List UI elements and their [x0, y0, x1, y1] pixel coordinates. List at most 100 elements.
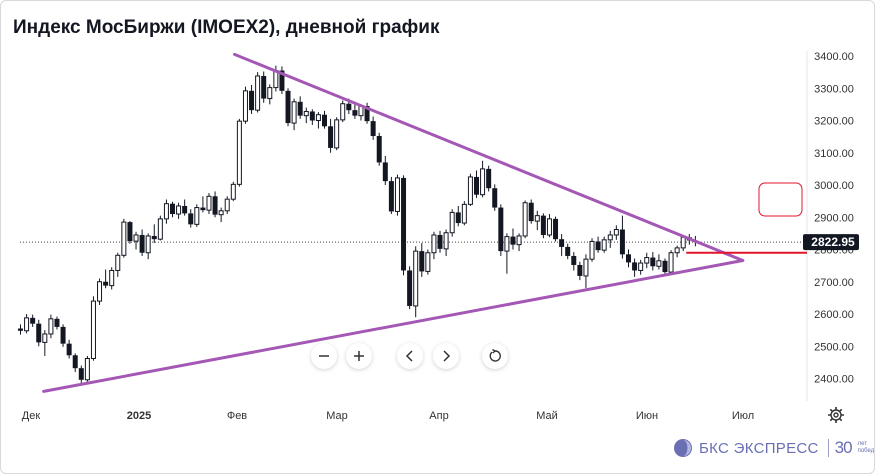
candle — [522, 200, 528, 239]
candle — [644, 252, 650, 269]
candle — [157, 215, 163, 241]
candle — [267, 84, 273, 105]
candle — [30, 314, 36, 327]
candle — [139, 229, 145, 256]
x-tick-label: Май — [536, 410, 558, 422]
candle — [303, 107, 309, 124]
candle — [285, 88, 291, 127]
candle — [419, 243, 425, 277]
candle — [486, 165, 492, 192]
candle — [236, 118, 242, 187]
candle — [206, 193, 212, 215]
y-tick-label: 3400.00 — [814, 51, 854, 63]
candle — [370, 116, 376, 140]
candle — [467, 173, 473, 206]
candle — [504, 233, 510, 274]
candle — [212, 191, 218, 218]
candle — [249, 85, 255, 115]
chart-title: Индекс МосБиржи (IMOEX2), дневной график — [13, 17, 440, 38]
candle — [510, 228, 516, 250]
candle — [315, 112, 321, 129]
reset-button[interactable] — [482, 343, 508, 369]
candle — [151, 224, 157, 244]
brand-logo: БКС ЭКСПРЕСС 30 лет побед — [673, 438, 874, 458]
candle — [334, 117, 340, 151]
candle — [127, 221, 133, 244]
candle — [176, 202, 182, 219]
candle — [425, 249, 431, 275]
candle — [66, 339, 72, 359]
candle — [328, 118, 334, 153]
trendline[interactable] — [42, 258, 745, 393]
y-tick-label: 2900.00 — [814, 212, 854, 224]
plus-icon — [354, 351, 364, 361]
candle — [78, 365, 84, 384]
candle — [595, 236, 601, 253]
candle — [242, 86, 248, 124]
x-tick-label: Июл — [732, 410, 754, 422]
zoom-out-button[interactable] — [311, 343, 337, 369]
candle — [638, 259, 644, 275]
candle — [492, 184, 498, 211]
y-tick-label: 3300.00 — [814, 83, 854, 95]
candle — [109, 267, 115, 290]
candle — [340, 100, 346, 123]
candle — [170, 201, 175, 218]
candle — [255, 72, 261, 113]
candle — [84, 355, 90, 382]
candle — [540, 213, 546, 239]
chevron-left-icon — [405, 350, 413, 362]
candle — [24, 314, 30, 334]
candle — [60, 324, 66, 347]
scroll-left-button[interactable] — [397, 343, 423, 369]
candle — [121, 218, 127, 258]
candle — [72, 353, 78, 373]
brand-separator — [827, 439, 829, 457]
annotation-box[interactable] — [758, 182, 803, 217]
candle — [291, 98, 297, 131]
candle — [613, 225, 619, 240]
x-tick-label: Апр — [429, 410, 448, 422]
candle — [437, 230, 443, 253]
bks-logo-icon — [674, 439, 692, 457]
gear-icon[interactable] — [827, 406, 845, 424]
candle — [230, 181, 236, 202]
x-tick-label: 2025 — [127, 410, 151, 422]
x-tick-label: Фев — [227, 410, 247, 422]
anniversary-number: 30 — [834, 438, 853, 457]
candle — [461, 201, 467, 226]
candle — [619, 215, 625, 259]
candle — [407, 266, 413, 310]
y-tick-label: 2700.00 — [814, 277, 854, 289]
scroll-right-button[interactable] — [433, 343, 459, 369]
candle — [145, 233, 151, 260]
y-tick-label: 2400.00 — [814, 374, 854, 386]
candle — [261, 71, 267, 103]
candle — [443, 229, 449, 256]
candle — [115, 252, 121, 277]
candle — [480, 160, 486, 198]
candle — [498, 204, 504, 256]
minus-icon — [319, 355, 329, 357]
chevron-right-icon — [443, 350, 451, 362]
last-price-tag: 2822.95 — [803, 234, 859, 251]
last-price-label: 2822.95 — [811, 235, 855, 249]
candle — [194, 204, 200, 227]
candle — [376, 132, 382, 166]
zoom-in-button[interactable] — [346, 343, 372, 369]
candle — [668, 250, 674, 274]
candle — [534, 210, 540, 231]
x-tick-label: Дек — [22, 410, 41, 422]
trendline[interactable] — [233, 52, 745, 262]
candle — [577, 261, 583, 281]
candle — [279, 66, 285, 95]
candle — [528, 199, 534, 224]
candle — [103, 269, 109, 289]
candle — [309, 109, 315, 126]
y-tick-label: 3200.00 — [814, 116, 854, 128]
candle — [431, 231, 437, 260]
candle — [322, 110, 327, 129]
y-tick-label: 3000.00 — [814, 180, 854, 192]
